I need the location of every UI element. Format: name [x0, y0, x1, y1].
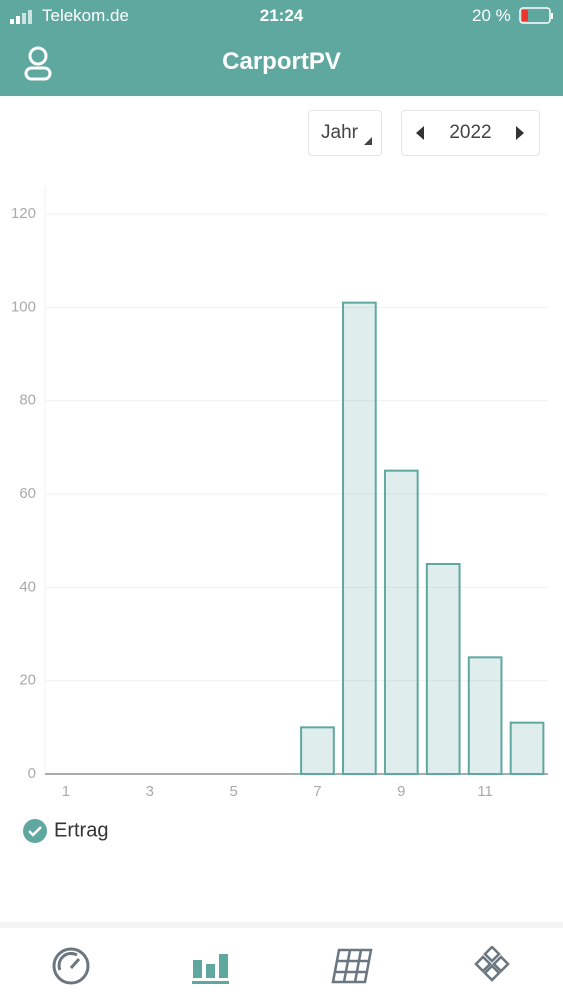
- legend-marker: [23, 819, 47, 843]
- y-tick-label: 100: [11, 298, 36, 315]
- profile-button[interactable]: [22, 44, 54, 82]
- legend-check: [28, 826, 42, 837]
- y-tick-label: 20: [19, 672, 36, 689]
- next-year[interactable]: [516, 126, 525, 140]
- year-selector: 2022: [401, 110, 540, 156]
- period-label: Jahr: [321, 122, 358, 143]
- period-select[interactable]: Jahr: [308, 110, 382, 156]
- chart: 0 20 40 60 80 100 120 1 3 5 7 9 11 Ertrag: [11, 186, 548, 843]
- x-tick-label: 3: [146, 783, 154, 800]
- x-tick-label: 11: [477, 783, 493, 800]
- devices-tab[interactable]: [473, 946, 513, 986]
- x-tick-label: 7: [313, 783, 321, 800]
- signal-icon: [10, 10, 32, 24]
- x-tick-label: 1: [62, 783, 70, 800]
- battery-icon: [519, 7, 553, 24]
- tab-bar: [0, 922, 563, 1006]
- dropdown-icon: [364, 137, 372, 145]
- bar: [467, 656, 503, 776]
- year-label: 2022: [449, 122, 492, 143]
- x-tick-label: 9: [397, 783, 405, 800]
- top-bar: Telekom.de 21:24 20 % CarportPV: [0, 0, 563, 96]
- panels-tab[interactable]: [331, 948, 373, 984]
- bar: [509, 721, 545, 776]
- battery-level: 20 %: [472, 6, 511, 25]
- dashboard-tab[interactable]: [51, 946, 91, 986]
- x-tick-label: 5: [229, 783, 237, 800]
- bar: [342, 301, 377, 776]
- y-tick-label: 120: [11, 205, 36, 222]
- clock: 21:24: [259, 6, 304, 25]
- bar: [425, 563, 461, 775]
- app-title: CarportPV: [222, 48, 341, 75]
- legend-label: Ertrag: [54, 819, 108, 841]
- y-tick-label: 40: [19, 578, 36, 595]
- bar: [300, 726, 335, 775]
- carrier: Telekom.de: [42, 6, 129, 25]
- previous-year[interactable]: [416, 126, 425, 140]
- bar: [383, 469, 419, 775]
- statistics-tab[interactable]: [191, 946, 231, 986]
- y-tick-label: 0: [28, 765, 36, 782]
- y-tick-label: 60: [19, 485, 36, 502]
- y-tick-label: 80: [19, 392, 36, 409]
